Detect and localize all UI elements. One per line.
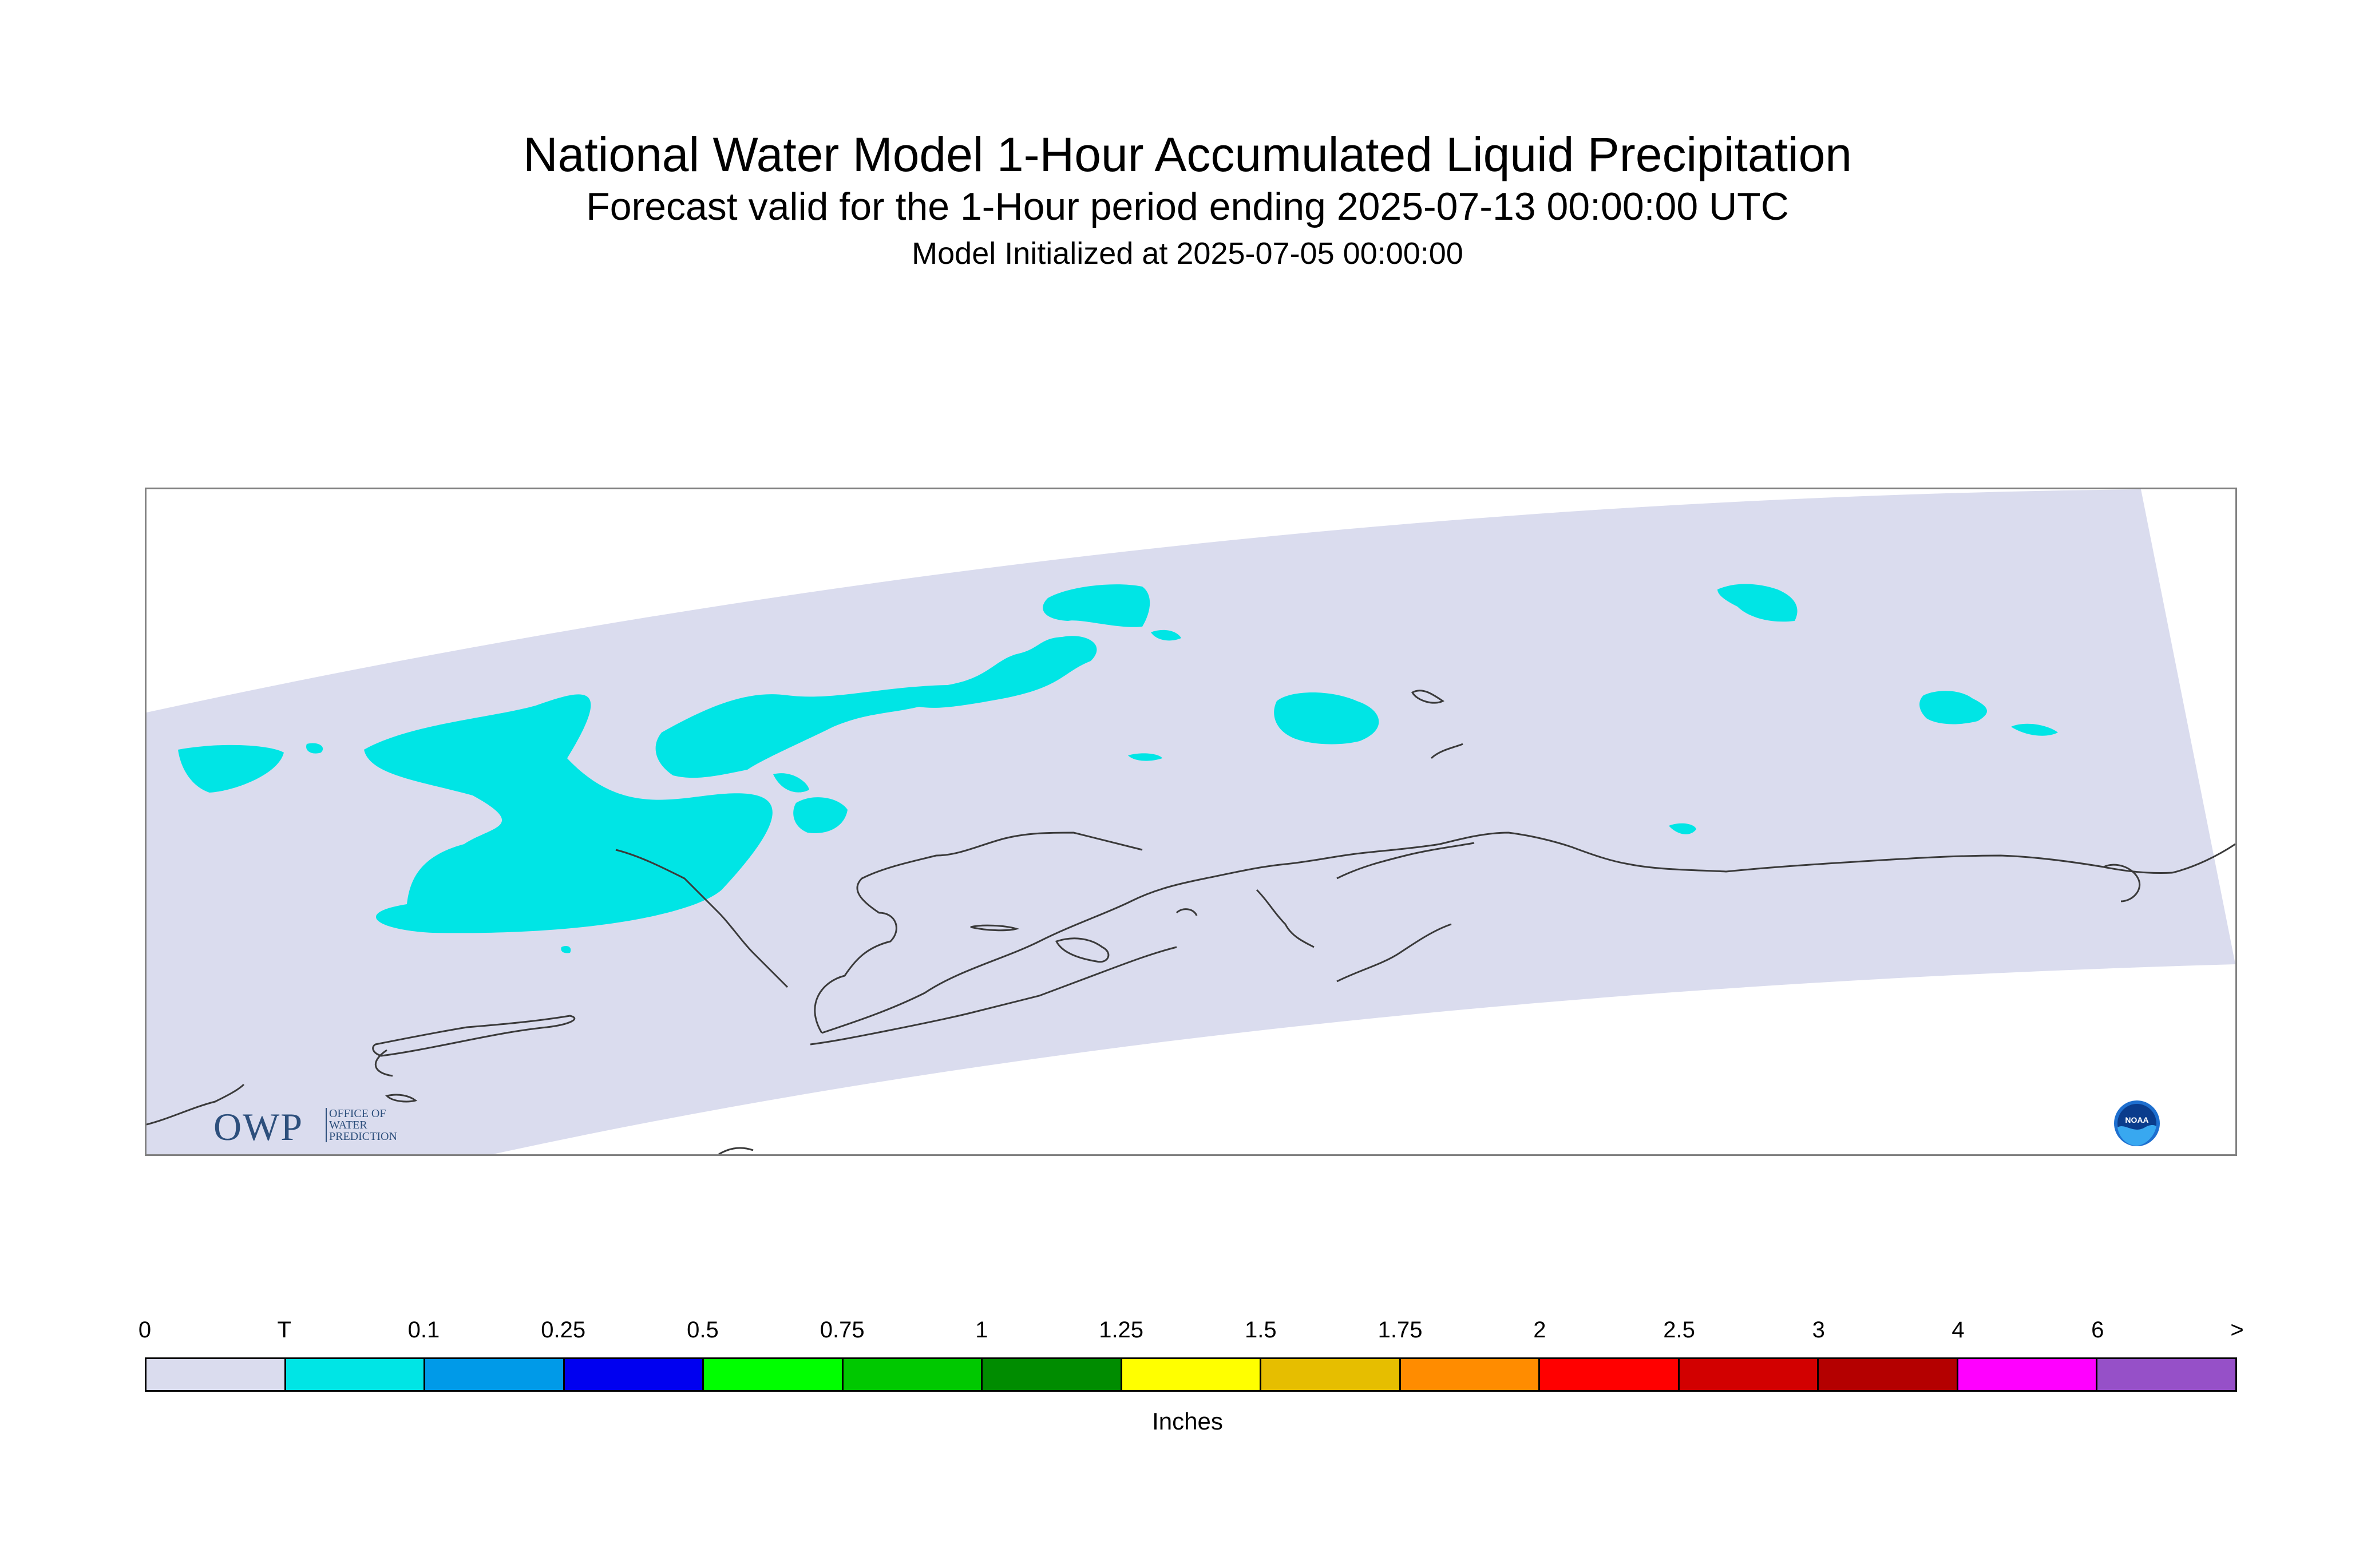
- precip-area-north: [1043, 584, 1150, 627]
- colorbar-swatch: [1122, 1359, 1262, 1390]
- precip-area-tiny-south: [561, 946, 571, 953]
- colorbar-swatch: [1261, 1359, 1401, 1390]
- precip-area-small-west: [773, 773, 809, 793]
- owp-logo: OWP OFFICE OF WATER PREDICTION: [213, 1104, 431, 1149]
- colorbar-tick-label: 6: [2091, 1317, 2104, 1343]
- coast-island-3: [970, 924, 1020, 932]
- coast-southeast-islands: [1336, 923, 1452, 983]
- colorbar-swatch: [983, 1359, 1122, 1390]
- owp-logo-line2: WATER: [326, 1119, 367, 1131]
- colorbar-swatch: [1958, 1359, 2098, 1390]
- coast-island-2: [1055, 937, 1110, 963]
- precip-area-central: [1274, 692, 1379, 745]
- coast-east-edge: [2172, 843, 2235, 874]
- colorbar-tick-label: 1: [975, 1317, 988, 1343]
- colorbar-tick-label: 0.5: [687, 1317, 719, 1343]
- coast-southwest-island: [374, 1049, 393, 1077]
- colorbar-swatch: [564, 1359, 704, 1390]
- coast-east-border: [2103, 864, 2141, 902]
- colorbar-tick-label: 1.5: [1245, 1317, 1277, 1343]
- precip-area-east: [1919, 691, 1988, 724]
- precip-area-far-west: [178, 745, 284, 793]
- noaa-logo-text: NOAA: [2125, 1115, 2148, 1124]
- colorbar-swatch: [286, 1359, 426, 1390]
- precip-area-small-central: [1128, 753, 1162, 761]
- precip-area-north-dot: [1151, 629, 1181, 641]
- colorbar-tick-label: >: [2230, 1317, 2244, 1343]
- colorbar-tick-label: 3: [1812, 1317, 1825, 1343]
- coast-island-4: [385, 1094, 418, 1103]
- precip-area-northeast: [1717, 584, 1798, 622]
- map-title: National Water Model 1-Hour Accumulated …: [522, 128, 1852, 181]
- precip-area-tiny-east: [1669, 823, 1696, 834]
- precip-area-north-band: [655, 636, 1097, 778]
- coastlines: [147, 690, 2235, 1154]
- colorbar-swatch: [704, 1359, 844, 1390]
- coast-island-north-2: [1430, 743, 1463, 759]
- colorbar-tick-label: 0: [138, 1317, 152, 1343]
- coast-bay-inlet: [814, 831, 1143, 1034]
- model-domain: [147, 489, 2235, 1154]
- coast-peninsula-chain: [810, 946, 1177, 1046]
- noaa-logo: NOAA: [2114, 1100, 2160, 1146]
- colorbar-swatch: [147, 1359, 286, 1390]
- colorbar-swatch: [843, 1359, 983, 1390]
- precip-areas: [178, 584, 2058, 953]
- forecast-valid-subtitle: Forecast valid for the 1-Hour period end…: [586, 185, 1789, 228]
- colorbar-tick-label: 0.25: [541, 1317, 586, 1343]
- map-frame: [145, 488, 2237, 1156]
- colorbar-swatch: [1400, 1359, 1541, 1390]
- colorbar-tick-label: 2.5: [1663, 1317, 1695, 1343]
- coast-western-shore: [615, 849, 789, 988]
- precipitation-map: [147, 489, 2235, 1154]
- colorbar-tick-label: 0.1: [407, 1317, 440, 1343]
- colorbar-tick-label: 2: [1533, 1317, 1546, 1343]
- coast-mainland: [821, 831, 2173, 1034]
- colorbar-tick-label: 4: [1952, 1317, 1965, 1343]
- colorbar-tick-label: 1.75: [1378, 1317, 1423, 1343]
- model-init-text: Model Initialized at 2025-07-05 00:00:00: [912, 236, 1463, 271]
- colorbar-tick-label: 0.75: [820, 1317, 865, 1343]
- precip-area-small-dot: [306, 743, 323, 754]
- colorbar-tick-label: 1.25: [1099, 1317, 1144, 1343]
- coast-south-bottom: [718, 1147, 754, 1154]
- colorbar-swatch: [2097, 1359, 2235, 1390]
- precip-area-round: [793, 797, 848, 833]
- coast-southwest-corner: [147, 1083, 245, 1126]
- coast-island-1: [372, 1015, 576, 1057]
- coast-island-north-1: [1411, 690, 1444, 704]
- colorbar-swatch: [1819, 1359, 1958, 1390]
- coast-prince-william: [1336, 842, 1475, 880]
- coast-kenai: [1256, 889, 1315, 948]
- precip-area-west-large: [364, 694, 773, 933]
- colorbar-tick-label: T: [277, 1317, 291, 1343]
- colorbar-swatch: [425, 1359, 565, 1390]
- owp-logo-line1: OFFICE OF: [326, 1108, 386, 1119]
- coast-lake-1: [1175, 908, 1198, 916]
- colorbar-unit-label: Inches: [1152, 1408, 1223, 1435]
- colorbar-swatch: [1540, 1359, 1680, 1390]
- owp-logo-line3: PREDICTION: [326, 1131, 397, 1142]
- colorbar: [145, 1357, 2237, 1392]
- colorbar-swatch: [1679, 1359, 1819, 1390]
- precip-area-east-small: [2011, 723, 2058, 736]
- owp-logo-text: OWP: [213, 1105, 304, 1149]
